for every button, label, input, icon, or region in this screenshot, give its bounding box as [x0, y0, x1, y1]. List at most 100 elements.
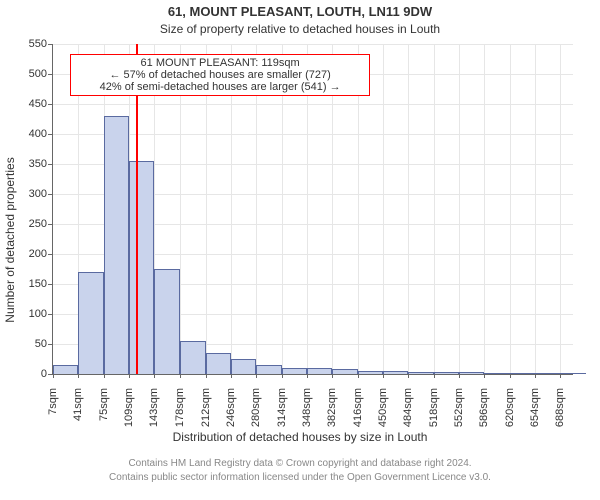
- ytick-mark: [48, 164, 52, 165]
- histogram-bar: [408, 372, 433, 374]
- xtick-label: 212sqm: [200, 388, 212, 427]
- gridline-v: [510, 44, 511, 374]
- ytick-mark: [48, 44, 52, 45]
- ytick-label: 250: [17, 218, 47, 230]
- xtick-label: 143sqm: [148, 388, 160, 427]
- histogram-bar: [129, 161, 154, 374]
- xtick-mark: [510, 374, 511, 378]
- histogram-bar: [78, 272, 103, 374]
- xtick-mark: [78, 374, 79, 378]
- xtick-mark: [383, 374, 384, 378]
- histogram-bar: [459, 372, 484, 374]
- xtick-label: 688sqm: [554, 388, 566, 427]
- gridline-v: [560, 44, 561, 374]
- xtick-label: 348sqm: [301, 388, 313, 427]
- histogram-bar: [332, 369, 357, 374]
- ytick-label: 350: [17, 158, 47, 170]
- chart-subtitle: Size of property relative to detached ho…: [0, 22, 600, 36]
- xtick-label: 654sqm: [529, 388, 541, 427]
- xtick-mark: [560, 374, 561, 378]
- gridline-v: [484, 44, 485, 374]
- gridline-h: [53, 104, 573, 105]
- chart-container: { "chart": { "type": "histogram", "title…: [0, 0, 600, 500]
- histogram-bar: [282, 368, 307, 374]
- histogram-bar: [206, 353, 231, 374]
- histogram-bar: [231, 359, 256, 374]
- ytick-mark: [48, 284, 52, 285]
- xtick-mark: [358, 374, 359, 378]
- histogram-bar: [358, 371, 383, 374]
- ytick-mark: [48, 194, 52, 195]
- xtick-label: 450sqm: [377, 388, 389, 427]
- ytick-label: 500: [17, 68, 47, 80]
- xtick-mark: [129, 374, 130, 378]
- ytick-label: 50: [17, 338, 47, 350]
- y-axis-label: Number of detached properties: [3, 157, 17, 322]
- xtick-mark: [307, 374, 308, 378]
- gridline-v: [434, 44, 435, 374]
- ytick-label: 0: [17, 368, 47, 380]
- histogram-bar: [484, 373, 509, 374]
- histogram-bar: [154, 269, 179, 374]
- xtick-label: 109sqm: [123, 388, 135, 427]
- ytick-label: 150: [17, 278, 47, 290]
- xtick-mark: [459, 374, 460, 378]
- xtick-mark: [408, 374, 409, 378]
- xtick-label: 178sqm: [174, 388, 186, 427]
- xtick-mark: [206, 374, 207, 378]
- histogram-bar: [307, 368, 332, 374]
- xtick-mark: [180, 374, 181, 378]
- xtick-mark: [434, 374, 435, 378]
- gridline-v: [383, 44, 384, 374]
- ytick-mark: [48, 134, 52, 135]
- xtick-label: 41sqm: [72, 388, 84, 421]
- histogram-bar: [53, 365, 78, 374]
- xtick-label: 620sqm: [504, 388, 516, 427]
- ytick-label: 300: [17, 188, 47, 200]
- xtick-label: 280sqm: [250, 388, 262, 427]
- histogram-bar: [180, 341, 205, 374]
- xtick-label: 484sqm: [402, 388, 414, 427]
- gridline-v: [408, 44, 409, 374]
- annotation-line: 42% of semi-detached houses are larger (…: [75, 81, 365, 93]
- ytick-label: 200: [17, 248, 47, 260]
- ytick-label: 450: [17, 98, 47, 110]
- ytick-mark: [48, 374, 52, 375]
- chart-title: 61, MOUNT PLEASANT, LOUTH, LN11 9DW: [0, 4, 600, 19]
- ytick-mark: [48, 74, 52, 75]
- ytick-mark: [48, 344, 52, 345]
- ytick-label: 550: [17, 38, 47, 50]
- xtick-label: 416sqm: [352, 388, 364, 427]
- histogram-bar: [535, 373, 560, 374]
- histogram-bar: [510, 373, 535, 374]
- xtick-mark: [256, 374, 257, 378]
- xtick-mark: [104, 374, 105, 378]
- plot-area: 0501001502002503003504004505005507sqm41s…: [52, 44, 573, 375]
- ytick-label: 100: [17, 308, 47, 320]
- histogram-bar: [434, 372, 459, 374]
- xtick-mark: [53, 374, 54, 378]
- xtick-mark: [332, 374, 333, 378]
- annotation-line: 61 MOUNT PLEASANT: 119sqm: [75, 57, 365, 69]
- ytick-label: 400: [17, 128, 47, 140]
- gridline-v: [459, 44, 460, 374]
- ytick-mark: [48, 314, 52, 315]
- footnote-line-2: Contains public sector information licen…: [0, 472, 600, 483]
- histogram-bar: [104, 116, 129, 374]
- xtick-mark: [282, 374, 283, 378]
- xtick-label: 75sqm: [98, 388, 110, 421]
- xtick-mark: [484, 374, 485, 378]
- annotation-box: 61 MOUNT PLEASANT: 119sqm← 57% of detach…: [70, 54, 370, 96]
- xtick-label: 586sqm: [478, 388, 490, 427]
- xtick-mark: [535, 374, 536, 378]
- ytick-mark: [48, 104, 52, 105]
- xtick-label: 552sqm: [453, 388, 465, 427]
- xtick-label: 7sqm: [47, 388, 59, 415]
- gridline-h: [53, 134, 573, 135]
- xtick-label: 518sqm: [428, 388, 440, 427]
- xtick-label: 246sqm: [225, 388, 237, 427]
- ytick-mark: [48, 224, 52, 225]
- annotation-line: ← 57% of detached houses are smaller (72…: [75, 69, 365, 81]
- gridline-v: [535, 44, 536, 374]
- x-axis-label: Distribution of detached houses by size …: [0, 430, 600, 444]
